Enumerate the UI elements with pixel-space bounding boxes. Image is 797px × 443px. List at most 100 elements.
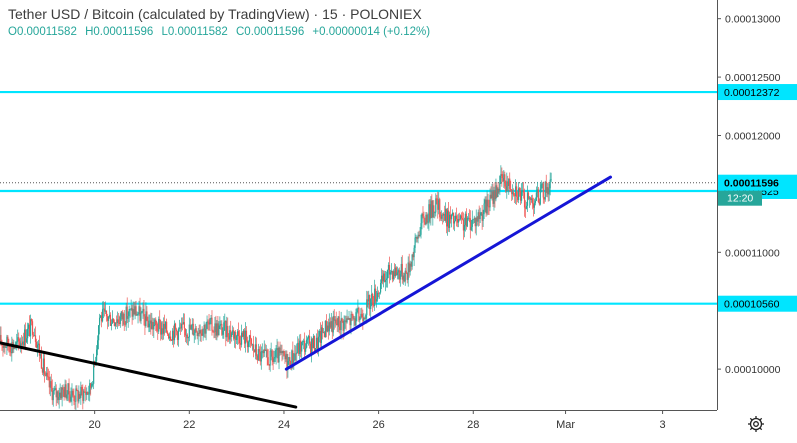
candle-body xyxy=(225,320,227,338)
x-tick-label: 26 xyxy=(372,419,384,431)
candle-body xyxy=(287,361,289,370)
candle-body xyxy=(391,270,394,280)
candle-body xyxy=(48,376,50,388)
candle-body xyxy=(254,344,256,353)
candle-body xyxy=(535,192,537,201)
candle-body xyxy=(217,323,219,336)
candle-body xyxy=(456,218,459,223)
candle-body xyxy=(305,347,307,352)
candle-body xyxy=(226,325,228,338)
candle-body xyxy=(181,323,184,325)
candle-body xyxy=(430,200,432,219)
candle-body xyxy=(469,218,471,231)
candle-body xyxy=(462,219,465,231)
candle-body xyxy=(266,349,268,358)
level-price-label: 0.00012372 xyxy=(724,87,780,99)
candle-body xyxy=(545,181,547,193)
candle-body xyxy=(75,388,77,402)
candle-body xyxy=(457,219,460,223)
candle-body xyxy=(321,327,324,333)
candle-body xyxy=(124,324,126,326)
last-price-tag xyxy=(718,174,797,191)
candle-body xyxy=(150,320,152,329)
candle-body xyxy=(499,175,501,191)
candle-body xyxy=(344,320,346,322)
candle-body xyxy=(253,349,255,353)
candle-body xyxy=(47,376,49,378)
candle-body xyxy=(339,326,341,331)
candle-body xyxy=(411,254,413,267)
candle-body xyxy=(449,214,452,220)
candle-body xyxy=(374,288,376,306)
candle-body xyxy=(97,325,100,341)
candle-body xyxy=(237,331,239,337)
candle-body xyxy=(540,184,542,189)
candle-body xyxy=(546,187,548,193)
candle-body xyxy=(399,273,401,280)
candle-body xyxy=(346,318,348,323)
candle-body xyxy=(70,396,72,402)
candle-body xyxy=(261,351,263,352)
candle-body xyxy=(382,273,385,282)
candle-body xyxy=(465,213,467,227)
candle-body xyxy=(17,337,19,342)
candle-body xyxy=(145,311,147,327)
candle-body xyxy=(165,321,167,329)
candle-body xyxy=(191,323,193,326)
candle-body xyxy=(210,317,212,320)
candle-body xyxy=(244,330,247,344)
candle-body xyxy=(542,183,544,198)
candle-body xyxy=(183,322,185,329)
candle-body xyxy=(147,320,149,328)
candle-body xyxy=(502,178,504,182)
candle-body xyxy=(496,185,498,197)
candle-body xyxy=(169,336,172,341)
candle-body xyxy=(7,336,9,346)
candle-body xyxy=(259,351,261,362)
candle-body xyxy=(543,197,545,200)
candle-body xyxy=(421,213,423,224)
candle-body xyxy=(314,348,317,352)
candle-body xyxy=(83,391,85,401)
candle-body xyxy=(320,327,323,343)
candle-body xyxy=(243,330,246,344)
candle-body xyxy=(1,344,3,346)
candle-body xyxy=(353,318,355,320)
candle-body xyxy=(103,308,106,312)
candle-body xyxy=(348,318,350,320)
y-tick-label: 0.00012000 xyxy=(725,130,781,142)
candle-body xyxy=(298,342,300,354)
candle-body xyxy=(166,321,168,333)
candle-body xyxy=(240,332,243,345)
candle-body xyxy=(87,391,89,395)
candle-body xyxy=(528,197,531,199)
candle-body xyxy=(180,323,183,329)
candle-body xyxy=(402,275,404,280)
candle-body xyxy=(97,340,99,350)
candle-body xyxy=(477,212,479,222)
candle-body xyxy=(219,324,221,326)
candle-body xyxy=(308,336,310,339)
candle-body xyxy=(376,299,378,302)
candle-body xyxy=(283,350,285,356)
candle-body xyxy=(275,349,277,358)
candle-body xyxy=(368,294,370,302)
x-tick-label: 28 xyxy=(467,419,479,431)
candle-body xyxy=(136,314,138,316)
candle-body xyxy=(401,263,403,280)
candle-body xyxy=(455,215,458,219)
candle-body xyxy=(0,334,1,343)
candle-body xyxy=(105,310,108,317)
candle-body xyxy=(491,191,493,199)
candle-body xyxy=(20,343,22,346)
candle-body xyxy=(106,316,109,321)
candle-body xyxy=(51,388,53,401)
candle-body xyxy=(64,384,66,398)
y-tick-label: 0.00010000 xyxy=(725,364,781,376)
candle-body xyxy=(100,315,103,322)
candle-body xyxy=(378,292,381,294)
candle-body xyxy=(239,343,242,345)
gear-icon[interactable] xyxy=(742,410,770,438)
candle-body xyxy=(520,190,523,201)
